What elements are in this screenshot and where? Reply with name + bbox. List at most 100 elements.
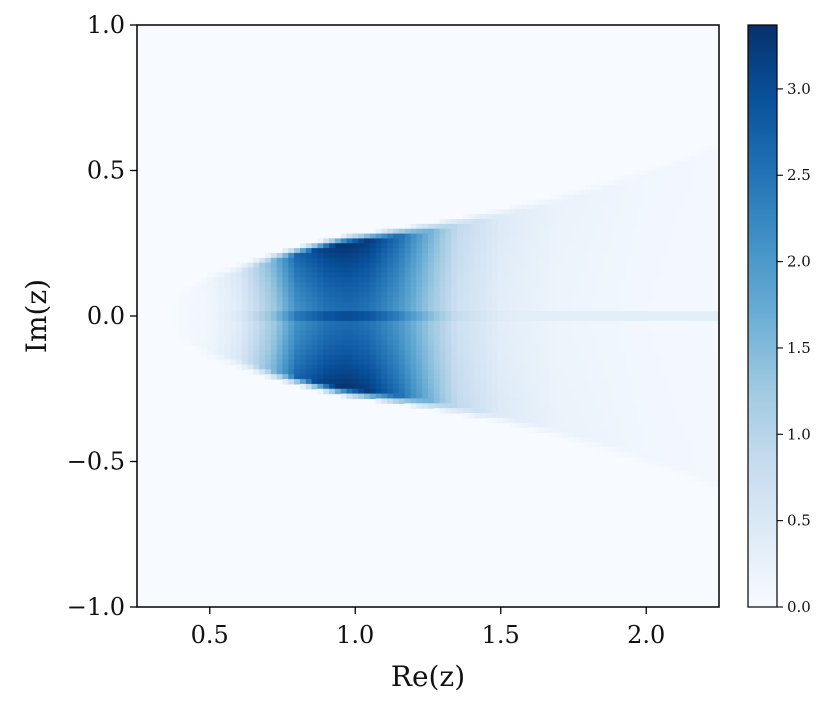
heatmap-cell [631, 359, 639, 366]
heatmap-cell [567, 359, 575, 366]
heatmap-cell [678, 180, 685, 186]
heatmap-cell [521, 282, 528, 288]
heatmap-cell [590, 311, 598, 317]
heatmap-cell [701, 286, 708, 293]
heatmap-cell [614, 417, 621, 424]
colorbar-tick-label: 3.0 [787, 80, 811, 98]
heatmap-cell [649, 228, 656, 235]
heatmap-cell [649, 461, 656, 467]
heatmap-cell [550, 335, 557, 341]
heatmap-cell [590, 291, 598, 298]
heatmap-cell [317, 306, 324, 312]
heatmap-cell [625, 228, 633, 235]
heatmap-cell [492, 282, 499, 288]
heatmap-cell [247, 262, 254, 269]
heatmap-cell [404, 296, 412, 303]
heatmap-cell [689, 422, 697, 429]
heatmap-cell [660, 383, 668, 390]
heatmap-cell [695, 180, 703, 186]
heatmap-cell [474, 413, 481, 419]
heatmap-cell [369, 306, 377, 312]
heatmap-cell [608, 209, 615, 215]
heatmap-cell [538, 199, 545, 206]
heatmap-cell [701, 413, 708, 419]
heatmap-cell [381, 369, 388, 375]
heatmap-cell [526, 238, 534, 244]
heatmap-cell [625, 301, 633, 307]
heatmap-cell [515, 233, 522, 239]
heatmap-cell [689, 374, 697, 380]
heatmap-cell [695, 354, 703, 361]
heatmap-cell [416, 252, 423, 259]
heatmap-cell [660, 461, 668, 467]
heatmap-cell [643, 432, 650, 438]
heatmap-cell [259, 345, 266, 351]
heatmap-cell [608, 379, 615, 385]
heatmap-cell [666, 359, 674, 366]
heatmap-cell [282, 379, 289, 385]
heatmap-cell [701, 165, 708, 172]
heatmap-cell [707, 185, 714, 191]
heatmap-cell [561, 277, 569, 283]
heatmap-cell [265, 345, 272, 351]
heatmap-cell [666, 301, 674, 307]
heatmap-cell [305, 316, 313, 322]
heatmap-cell [672, 393, 679, 400]
heatmap-cell [631, 204, 639, 210]
heatmap-cell [509, 349, 516, 356]
heatmap-cell [654, 199, 662, 206]
heatmap-cell [701, 398, 708, 404]
heatmap-cell [556, 194, 563, 201]
heatmap-cell [288, 359, 295, 366]
heatmap-cell [649, 262, 656, 269]
heatmap-cell [457, 238, 464, 244]
heatmap-cell [218, 330, 225, 336]
heatmap-cell [550, 267, 557, 273]
heatmap-cell [224, 335, 231, 341]
heatmap-cell [556, 408, 563, 414]
heatmap-cell [416, 354, 423, 361]
heatmap-cell [381, 233, 388, 239]
heatmap-cell [526, 223, 534, 230]
heatmap-cell [171, 316, 179, 322]
heatmap-cell [556, 335, 563, 341]
heatmap-cell [637, 223, 644, 230]
heatmap-cell [660, 417, 668, 424]
heatmap-cell [666, 296, 674, 303]
heatmap-cell [666, 354, 674, 361]
heatmap-cell [369, 243, 377, 249]
heatmap-cell [660, 349, 668, 356]
heatmap-cell [649, 398, 656, 404]
heatmap-cell [393, 374, 400, 380]
heatmap-cell [556, 282, 563, 288]
heatmap-cell [509, 335, 516, 341]
heatmap-cell [556, 228, 563, 235]
heatmap-cell [410, 248, 417, 254]
heatmap-cell [451, 320, 458, 327]
heatmap-cell [707, 437, 714, 443]
heatmap-cell [305, 311, 313, 317]
heatmap-cell [620, 214, 627, 220]
heatmap-cell [218, 272, 225, 278]
colorbar-tick-label: 1.0 [787, 425, 811, 443]
heatmap-cell [457, 383, 464, 390]
heatmap-cell [253, 277, 260, 283]
heatmap-cell [660, 286, 668, 293]
heatmap-cell [334, 335, 342, 341]
heatmap-cell [707, 480, 714, 487]
heatmap-cell [532, 383, 540, 390]
heatmap-cell [526, 320, 534, 327]
heatmap-cell [684, 379, 691, 385]
heatmap-cell [340, 340, 348, 346]
heatmap-cell [707, 432, 714, 438]
heatmap-cell [585, 223, 592, 230]
heatmap-cell [235, 301, 243, 307]
heatmap-cell [573, 311, 580, 317]
heatmap-cell [666, 408, 674, 414]
heatmap-cell [294, 349, 301, 356]
heatmap-cell [637, 374, 644, 380]
heatmap-cell [369, 272, 377, 278]
heatmap-cell [521, 335, 528, 341]
heatmap-cell [265, 306, 272, 312]
heatmap-cell [457, 325, 464, 332]
